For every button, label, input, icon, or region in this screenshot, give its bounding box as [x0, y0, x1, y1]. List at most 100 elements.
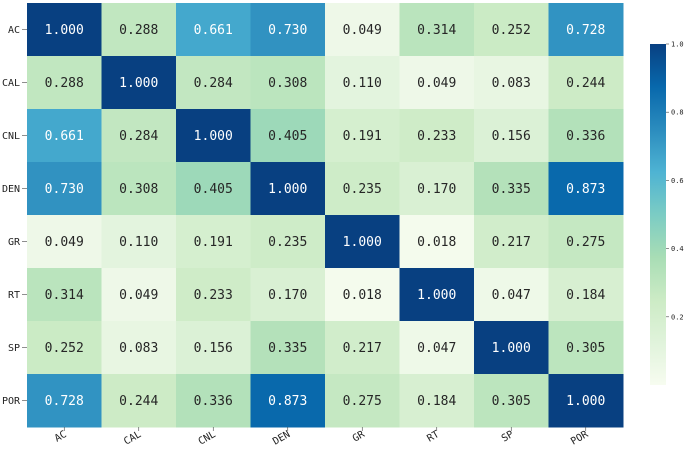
cell-value-label: 1.000: [268, 182, 307, 197]
heatmap-cell-cnl-cal: [101, 109, 177, 163]
y-tick-label-cnl: CNL: [2, 131, 20, 142]
colorbar-tick-label: 0.2: [671, 313, 684, 321]
heatmap-cell-cal-ac: [27, 56, 102, 110]
heatmap-cell-sp-por: [548, 321, 624, 375]
cell-value-label: 0.405: [268, 129, 307, 144]
heatmap-cell-ac-por: [548, 3, 624, 57]
x-tick-label-sp: SP: [500, 429, 516, 445]
heatmap-cell-sp-den: [250, 321, 326, 375]
cell-value-label: 0.049: [417, 76, 456, 91]
cell-value-label: 0.049: [119, 288, 158, 303]
cell-value-label: 0.335: [268, 341, 307, 356]
cell-value-label: 0.314: [417, 23, 456, 38]
cell-value-label: 0.252: [492, 23, 531, 38]
heatmap-cell-cnl-rt: [399, 109, 475, 163]
x-tick-label-cnl: CNL: [197, 429, 218, 448]
heatmap-cell-gr-ac: [27, 215, 102, 269]
heatmap-cell-rt-rt: [399, 268, 475, 322]
heatmap-cell-sp-cal: [101, 321, 177, 375]
cell-value-label: 0.110: [343, 76, 382, 91]
cell-value-label: 0.244: [566, 76, 605, 91]
cell-value-label: 0.284: [194, 76, 233, 91]
cell-value-label: 0.244: [119, 394, 158, 409]
cell-value-label: 0.275: [566, 235, 605, 250]
colorbar-tick-label: 1.0: [671, 41, 684, 49]
heatmap-cell-den-gr: [325, 162, 400, 216]
cell-value-label: 0.217: [343, 341, 382, 356]
heatmap-cell-den-cal: [101, 162, 177, 216]
cell-value-label: 1.000: [492, 341, 531, 356]
cell-value-label: 0.305: [566, 341, 605, 356]
heatmap-cell-den-por: [548, 162, 624, 216]
cell-value-label: 0.233: [194, 288, 233, 303]
cell-value-label: 0.191: [343, 129, 382, 144]
y-tick-label-rt: RT: [8, 290, 20, 301]
x-tick-label-den: DEN: [271, 429, 292, 448]
heatmap-cell-den-sp: [474, 162, 549, 216]
heatmap-cell-rt-den: [250, 268, 326, 322]
cell-value-label: 0.018: [343, 288, 382, 303]
cell-value-label: 0.235: [343, 182, 382, 197]
heatmap-cell-rt-cnl: [176, 268, 251, 322]
heatmap-cell-rt-gr: [325, 268, 400, 322]
cell-value-label: 0.156: [492, 129, 531, 144]
heatmap-cell-cal-cnl: [176, 56, 251, 110]
cell-value-label: 0.252: [45, 341, 84, 356]
cell-value-label: 0.170: [268, 288, 307, 303]
cell-value-label: 0.083: [492, 76, 531, 91]
heatmap-cell-den-den: [250, 162, 326, 216]
heatmap-cell-sp-rt: [399, 321, 475, 375]
heatmap-cell-rt-cal: [101, 268, 177, 322]
heatmap-cell-ac-rt: [399, 3, 475, 57]
heatmap-cell-ac-den: [250, 3, 326, 57]
cell-value-label: 0.335: [492, 182, 531, 197]
x-axis-tick-labels: AC CAL CNL DEN GR RT SP POR: [53, 427, 591, 448]
heatmap-cell-den-cnl: [176, 162, 251, 216]
heatmap-cell-cnl-por: [548, 109, 624, 163]
cell-value-label: 0.405: [194, 182, 233, 197]
cell-value-label: 0.288: [45, 76, 84, 91]
colorbar-tick-label: 0.6: [671, 177, 684, 185]
heatmap-cell-cal-por: [548, 56, 624, 110]
y-tick-label-gr: GR: [8, 237, 21, 248]
y-tick-label-ac: AC: [8, 25, 20, 36]
heatmap-cell-gr-cal: [101, 215, 177, 269]
cell-value-label: 0.661: [194, 23, 233, 38]
heatmap-cell-ac-gr: [325, 3, 400, 57]
colorbar-gradient: [650, 44, 666, 385]
cell-value-label: 0.284: [119, 129, 158, 144]
cell-value-label: 0.336: [194, 394, 233, 409]
cell-value-label: 0.083: [119, 341, 158, 356]
cell-value-label: 0.873: [268, 394, 307, 409]
cell-value-label: 0.308: [119, 182, 158, 197]
heatmap-cell-gr-por: [548, 215, 624, 269]
heatmap-cell-sp-gr: [325, 321, 400, 375]
heatmap-cell-rt-ac: [27, 268, 102, 322]
heatmap-cell-gr-cnl: [176, 215, 251, 269]
heatmap-cell-cnl-ac: [27, 109, 102, 163]
heatmap-cell-por-den: [250, 374, 326, 428]
heatmap-cell-gr-sp: [474, 215, 549, 269]
cell-value-label: 0.047: [417, 341, 456, 356]
cell-value-label: 1.000: [45, 23, 84, 38]
heatmap-cell-rt-sp: [474, 268, 549, 322]
heatmap-cell-por-cal: [101, 374, 177, 428]
cell-value-label: 0.308: [268, 76, 307, 91]
cell-value-label: 0.049: [45, 235, 84, 250]
cell-value-label: 0.314: [45, 288, 84, 303]
heatmap-cell-ac-cal: [101, 3, 177, 57]
heatmap-cell-sp-cnl: [176, 321, 251, 375]
cell-value-label: 0.156: [194, 341, 233, 356]
heatmap-cell-den-rt: [399, 162, 475, 216]
heatmap-cell-ac-sp: [474, 3, 549, 57]
cell-value-label: 0.288: [119, 23, 158, 38]
heatmap-cell-cal-gr: [325, 56, 400, 110]
cell-value-label: 1.000: [343, 235, 382, 250]
heatmap-cell-cnl-cnl: [176, 109, 251, 163]
heatmap-cell-por-cnl: [176, 374, 251, 428]
cell-value-label: 0.170: [417, 182, 456, 197]
cell-value-label: 1.000: [566, 394, 605, 409]
x-tick-label-gr: GR: [351, 429, 368, 445]
y-tick-label-cal: CAL: [2, 78, 20, 89]
